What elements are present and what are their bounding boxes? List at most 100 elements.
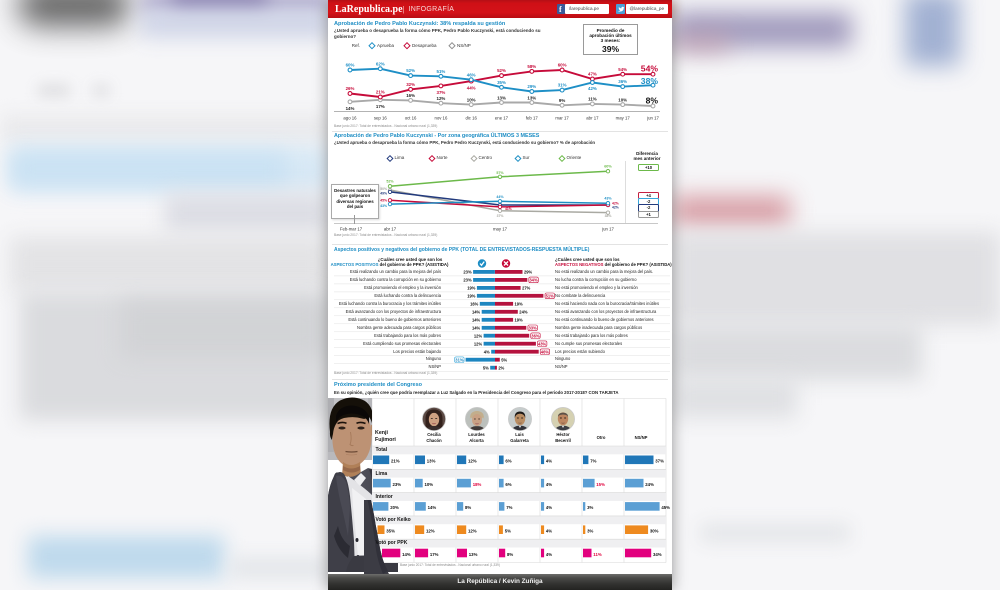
svg-text:4%: 4% — [546, 552, 552, 557]
svg-text:23%: 23% — [393, 482, 402, 487]
svg-text:13%: 13% — [527, 95, 536, 100]
svg-text:43%: 43% — [380, 204, 387, 208]
svg-text:16%: 16% — [470, 301, 479, 306]
svg-text:12%: 12% — [468, 459, 477, 464]
svg-text:ene 17: ene 17 — [495, 116, 509, 121]
svg-text:24%: 24% — [645, 482, 654, 487]
svg-text:14%: 14% — [346, 106, 355, 111]
svg-text:8%: 8% — [507, 552, 513, 557]
svg-text:57%: 57% — [496, 171, 504, 175]
svg-text:21%: 21% — [376, 90, 385, 95]
svg-text:44%: 44% — [496, 195, 504, 199]
svg-text:37%: 37% — [655, 459, 664, 464]
svg-text:17%: 17% — [376, 104, 385, 109]
svg-text:51%: 51% — [437, 69, 446, 74]
svg-text:18%: 18% — [473, 482, 482, 487]
svg-text:30%: 30% — [650, 529, 659, 534]
svg-text:jun 17: jun 17 — [601, 227, 614, 232]
svg-text:46%: 46% — [541, 349, 550, 354]
svg-text:12%: 12% — [437, 96, 446, 101]
svg-text:8%: 8% — [646, 96, 659, 106]
svg-text:23%: 23% — [463, 278, 472, 283]
svg-text:14%: 14% — [472, 317, 481, 322]
svg-text:13%: 13% — [497, 95, 506, 100]
svg-text:35%: 35% — [497, 80, 506, 85]
svg-text:13%: 13% — [427, 459, 436, 464]
svg-text:45%: 45% — [380, 199, 387, 203]
svg-text:33%: 33% — [528, 325, 537, 330]
svg-text:27%: 27% — [522, 286, 531, 291]
svg-text:37%: 37% — [437, 90, 446, 95]
svg-text:4%: 4% — [546, 529, 552, 534]
svg-text:60%: 60% — [558, 63, 567, 68]
svg-text:6%: 6% — [505, 459, 511, 464]
svg-text:38%: 38% — [605, 214, 612, 218]
svg-text:60%: 60% — [604, 165, 612, 169]
svg-text:62%: 62% — [376, 61, 385, 66]
svg-text:5%: 5% — [501, 357, 507, 362]
svg-text:Feb-mar 17: Feb-mar 17 — [340, 227, 363, 232]
svg-text:20%: 20% — [390, 505, 399, 510]
svg-text:11%: 11% — [593, 552, 602, 557]
svg-text:sep 16: sep 16 — [374, 116, 388, 121]
svg-text:54%: 54% — [641, 64, 659, 74]
svg-text:may 17: may 17 — [493, 227, 508, 232]
svg-text:9%: 9% — [559, 98, 565, 103]
svg-text:4%: 4% — [546, 459, 552, 464]
svg-text:43%: 43% — [604, 196, 612, 200]
svg-text:12%: 12% — [426, 529, 435, 534]
svg-text:2%: 2% — [498, 365, 504, 370]
svg-text:14%: 14% — [428, 505, 437, 510]
svg-text:7%: 7% — [506, 505, 512, 510]
svg-text:19%: 19% — [515, 301, 524, 306]
svg-text:26%: 26% — [346, 86, 355, 91]
svg-text:abr 17: abr 17 — [586, 116, 599, 121]
svg-text:52%: 52% — [406, 68, 415, 73]
svg-text:feb 17: feb 17 — [526, 116, 539, 121]
svg-text:34%: 34% — [653, 552, 662, 557]
svg-text:6%: 6% — [505, 482, 511, 487]
svg-text:12%: 12% — [468, 529, 477, 534]
svg-text:21%: 21% — [391, 459, 400, 464]
svg-text:42%: 42% — [588, 86, 597, 91]
svg-text:ago 16: ago 16 — [343, 116, 357, 121]
svg-text:14%: 14% — [472, 325, 481, 330]
svg-text:oct 16: oct 16 — [405, 116, 417, 121]
svg-text:12%: 12% — [474, 333, 483, 338]
svg-text:13%: 13% — [469, 552, 478, 557]
svg-text:17%: 17% — [430, 552, 439, 557]
svg-text:nov 16: nov 16 — [434, 116, 448, 121]
svg-text:34%: 34% — [529, 278, 538, 283]
svg-text:42%: 42% — [612, 201, 619, 205]
svg-text:54%: 54% — [618, 67, 627, 72]
svg-text:12%: 12% — [474, 341, 483, 346]
svg-text:47%: 47% — [588, 72, 597, 77]
svg-text:37%: 37% — [497, 214, 504, 218]
svg-text:23%: 23% — [463, 270, 472, 275]
svg-text:14%: 14% — [472, 309, 481, 314]
svg-text:abr 17: abr 17 — [384, 227, 397, 232]
svg-text:29%: 29% — [524, 270, 533, 275]
svg-text:5%: 5% — [505, 529, 511, 534]
svg-text:15%: 15% — [596, 482, 605, 487]
svg-text:50%: 50% — [380, 187, 387, 191]
svg-text:60%: 60% — [346, 63, 355, 68]
svg-text:jun 17: jun 17 — [646, 116, 659, 121]
svg-text:19%: 19% — [467, 293, 476, 298]
svg-text:46%: 46% — [467, 72, 476, 77]
svg-text:36%: 36% — [618, 79, 627, 84]
svg-text:51%: 51% — [546, 293, 555, 298]
svg-text:29%: 29% — [527, 84, 536, 89]
svg-text:43%: 43% — [538, 341, 547, 346]
svg-text:52%: 52% — [386, 180, 394, 184]
svg-text:4%: 4% — [484, 349, 490, 354]
svg-text:58%: 58% — [527, 64, 536, 69]
svg-text:16%: 16% — [406, 93, 415, 98]
svg-text:3%: 3% — [587, 529, 593, 534]
svg-text:38%: 38% — [641, 76, 659, 86]
svg-text:mar 17: mar 17 — [555, 116, 569, 121]
svg-text:35%: 35% — [386, 529, 395, 534]
svg-text:8%: 8% — [465, 505, 471, 510]
svg-text:10%: 10% — [467, 97, 476, 102]
svg-text:19%: 19% — [467, 286, 476, 291]
